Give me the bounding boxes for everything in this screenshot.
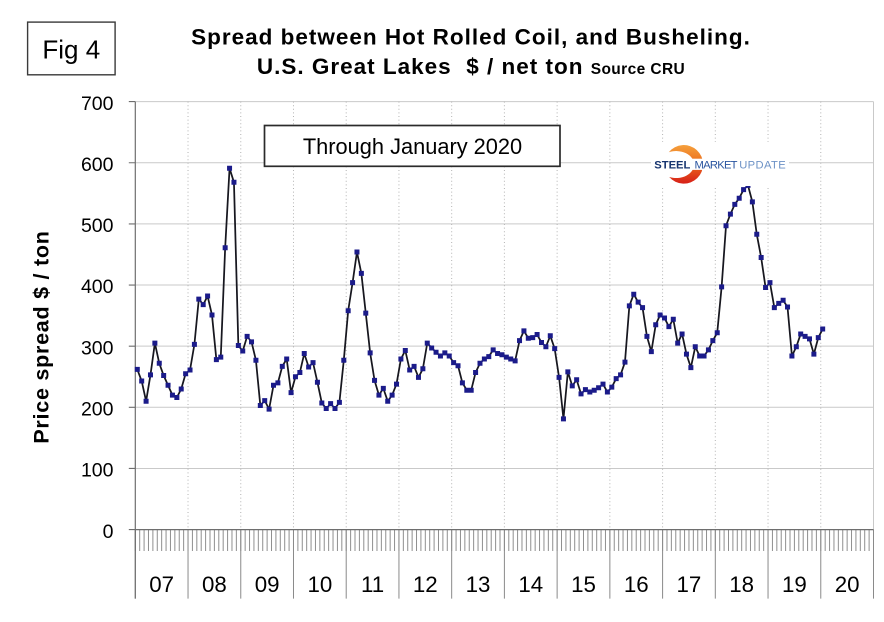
svg-text:18: 18 [729, 572, 754, 597]
svg-text:U.S. Great Lakes $ / net ton: U.S. Great Lakes $ / net ton Source CRU [257, 54, 685, 79]
svg-text:Through January 2020: Through January 2020 [303, 134, 522, 159]
svg-text:13: 13 [466, 572, 491, 597]
svg-text:700: 700 [81, 93, 114, 115]
svg-text:10: 10 [307, 572, 332, 597]
svg-text:08: 08 [202, 572, 227, 597]
svg-text:07: 07 [149, 572, 174, 597]
svg-text:09: 09 [255, 572, 280, 597]
svg-text:200: 200 [81, 399, 114, 421]
svg-text:MARKET: MARKET [695, 159, 738, 171]
svg-text:300: 300 [81, 337, 114, 359]
svg-text:UPDATE: UPDATE [739, 159, 786, 171]
svg-text:500: 500 [81, 215, 114, 237]
svg-text:Spread between Hot Rolled Coil: Spread between Hot Rolled Coil, and Bush… [191, 24, 751, 49]
svg-text:19: 19 [782, 572, 807, 597]
svg-text:12: 12 [413, 572, 438, 597]
svg-text:11: 11 [361, 572, 384, 597]
svg-text:16: 16 [624, 572, 649, 597]
svg-text:400: 400 [81, 276, 114, 298]
svg-text:17: 17 [677, 572, 702, 597]
svg-text:600: 600 [81, 154, 114, 176]
svg-text:Fig 4: Fig 4 [42, 35, 100, 65]
svg-text:20: 20 [835, 572, 860, 597]
svg-text:100: 100 [81, 460, 114, 482]
svg-text:15: 15 [571, 572, 596, 597]
svg-text:0: 0 [103, 521, 114, 543]
svg-text:14: 14 [518, 572, 543, 597]
svg-text:Price spread $ / ton: Price spread $ / ton [30, 230, 54, 443]
svg-text:STEEL: STEEL [654, 159, 690, 171]
